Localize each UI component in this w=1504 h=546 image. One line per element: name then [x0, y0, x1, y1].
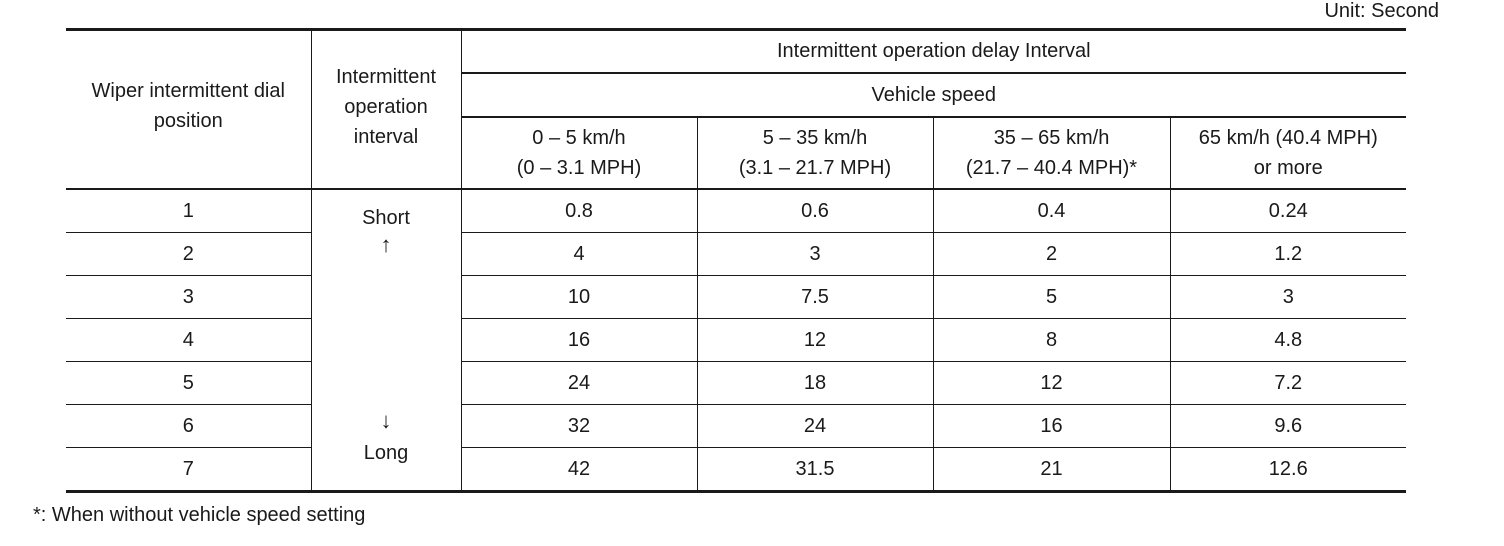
speed-col-3-line1: 35 – 65 km/h — [993, 127, 1110, 149]
delay-value-cell: 16 — [460, 318, 697, 362]
speed-col-3-line2: (21.7 – 40.4 MPH)* — [965, 157, 1138, 179]
delay-value-cell: 0.6 — [696, 189, 933, 233]
delay-value-cell: 4 — [460, 232, 697, 276]
interval-short-label: Short — [362, 207, 410, 229]
delay-value-cell: 12 — [696, 318, 933, 362]
header-dial-position-label: Wiper intermittent dial position — [91, 80, 285, 132]
down-arrow-icon: ↓ — [380, 408, 392, 433]
interval-long-label: Long — [363, 442, 409, 464]
table-row: 2 4 3 2 1.2 — [66, 232, 1407, 276]
delay-value-cell: 3 — [696, 232, 933, 276]
header-speed-col-4: 65 km/h (40.4 MPH) or more — [1169, 117, 1407, 190]
delay-value-cell: 0.4 — [932, 189, 1170, 233]
interval-scale-cell: Short ↑ ↓ Long — [310, 189, 461, 492]
delay-value-cell: 0.8 — [460, 189, 697, 233]
dial-position-cell: 5 — [66, 361, 311, 405]
delay-value-cell: 8 — [932, 318, 1170, 362]
delay-value-cell: 3 — [1169, 275, 1407, 319]
table-row: 6 32 24 16 9.6 — [66, 404, 1407, 448]
delay-value-cell: 4.8 — [1169, 318, 1407, 362]
footnote: *: When without vehicle speed setting — [33, 504, 366, 526]
delay-value-cell: 42 — [460, 447, 697, 492]
delay-value-cell: 31.5 — [696, 447, 933, 492]
dial-position-cell: 4 — [66, 318, 311, 362]
header-delay-interval: Intermittent operation delay Interval — [460, 29, 1407, 74]
delay-value-cell: 7.2 — [1169, 361, 1407, 405]
delay-value-cell: 9.6 — [1169, 404, 1407, 448]
delay-value-cell: 12.6 — [1169, 447, 1407, 492]
dial-position-cell: 7 — [182, 458, 194, 480]
delay-value-cell: 32 — [460, 404, 697, 448]
delay-value-cell: 10 — [460, 275, 697, 319]
delay-value-cell: 24 — [460, 361, 697, 405]
header-speed-col-2: 5 – 35 km/h (3.1 – 21.7 MPH) — [696, 117, 933, 190]
dial-position-cell: 6 — [66, 404, 311, 448]
table-row: 4 16 12 8 4.8 — [66, 318, 1407, 362]
unit-note: Unit: Second — [1324, 0, 1439, 22]
header-speed-col-1: 0 – 5 km/h (0 – 3.1 MPH) — [460, 117, 697, 190]
delay-value-cell: 7.5 — [696, 275, 933, 319]
delay-value-cell: 12 — [932, 361, 1170, 405]
delay-value-cell: 21 — [932, 447, 1170, 492]
header-speed-col-3: 35 – 65 km/h (21.7 – 40.4 MPH)* — [932, 117, 1170, 190]
delay-value-cell: 16 — [932, 404, 1170, 448]
table-row: 3 10 7.5 5 3 — [66, 275, 1407, 319]
speed-col-2-line2: (3.1 – 21.7 MPH) — [738, 157, 892, 179]
header-operation-interval: Intermittent operation interval — [310, 29, 461, 190]
delay-value-cell: 1.2 — [1169, 232, 1407, 276]
speed-col-1-line1: 0 – 5 km/h — [532, 127, 626, 149]
dial-position-cell: 3 — [66, 275, 311, 319]
up-arrow-icon: ↑ — [380, 232, 392, 257]
speed-col-2-line1: 5 – 35 km/h — [762, 127, 868, 149]
speed-col-4-line2: or more — [1253, 157, 1323, 179]
delay-value-cell: 24 — [696, 404, 933, 448]
table-row: 1 Short ↑ ↓ Long 0.8 0.6 0.4 0.24 — [66, 189, 1407, 492]
wiper-interval-table: Wiper intermittent dial position Intermi… — [66, 28, 1407, 493]
delay-value-cell: 18 — [696, 361, 933, 405]
delay-value-cell: 2 — [932, 232, 1170, 276]
delay-value-cell: 5 — [932, 275, 1170, 319]
table-row: 7 42 31.5 21 12.6 — [66, 447, 1407, 492]
delay-value-cell: 0.24 — [1169, 189, 1407, 233]
header-dial-position: Wiper intermittent dial position — [66, 29, 311, 190]
header-vehicle-speed: Vehicle speed — [460, 73, 1407, 118]
dial-position-cell: 2 — [66, 232, 311, 276]
dial-position-cell: 1 — [66, 189, 311, 233]
speed-col-1-line2: (0 – 3.1 MPH) — [516, 157, 642, 179]
table-row: 5 24 18 12 7.2 — [66, 361, 1407, 405]
speed-col-4-line1: 65 km/h (40.4 MPH) — [1198, 127, 1378, 149]
header-operation-interval-label: Intermittent operation interval — [335, 66, 437, 148]
